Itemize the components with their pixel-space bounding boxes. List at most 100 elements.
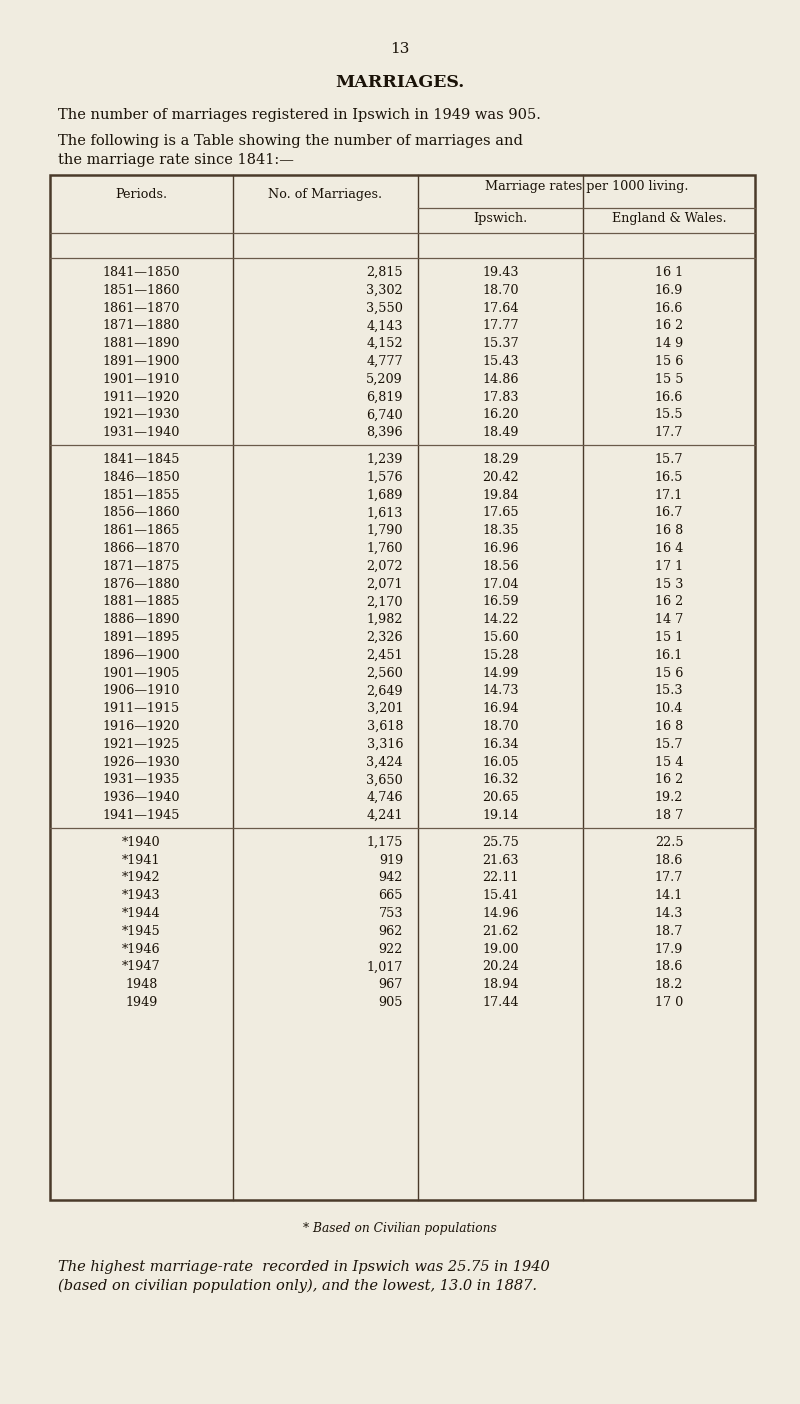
Text: Periods.: Periods.	[115, 188, 167, 201]
Text: 16 2: 16 2	[655, 774, 683, 786]
Text: The following is a Table showing the number of marriages and: The following is a Table showing the num…	[58, 133, 523, 147]
Text: 1,239: 1,239	[366, 453, 403, 466]
Text: 15.3: 15.3	[654, 684, 683, 698]
Text: 16.9: 16.9	[655, 284, 683, 296]
Text: 18.7: 18.7	[655, 925, 683, 938]
Text: 1856—1860: 1856—1860	[102, 507, 180, 519]
Text: *1942: *1942	[122, 872, 161, 885]
Text: 19.00: 19.00	[482, 942, 518, 956]
Text: 5,209: 5,209	[366, 373, 403, 386]
Text: 3,650: 3,650	[366, 774, 403, 786]
Text: 18.49: 18.49	[482, 427, 518, 439]
Text: 967: 967	[378, 979, 403, 991]
Text: 15 6: 15 6	[655, 667, 683, 680]
Text: 17.04: 17.04	[482, 577, 518, 591]
Text: 942: 942	[378, 872, 403, 885]
Text: 1891—1900: 1891—1900	[103, 355, 180, 368]
Text: 16 2: 16 2	[655, 319, 683, 333]
Text: 1,017: 1,017	[366, 960, 403, 973]
Text: 17.83: 17.83	[482, 390, 518, 403]
Text: 8,396: 8,396	[366, 427, 403, 439]
Bar	[50, 176, 755, 1200]
Text: 16.7: 16.7	[655, 507, 683, 519]
Text: 20.24: 20.24	[482, 960, 519, 973]
Text: 17.64: 17.64	[482, 302, 518, 314]
Text: 18.35: 18.35	[482, 524, 519, 538]
Text: 14 7: 14 7	[655, 614, 683, 626]
Text: 20.65: 20.65	[482, 792, 519, 804]
Text: 2,560: 2,560	[366, 667, 403, 680]
Text: 22.11: 22.11	[482, 872, 518, 885]
Text: 3,550: 3,550	[366, 302, 403, 314]
Text: 18.6: 18.6	[655, 960, 683, 973]
Text: the marriage rate since 1841:—: the marriage rate since 1841:—	[58, 153, 294, 167]
Text: Ipswich.: Ipswich.	[474, 212, 528, 225]
Text: MARRIAGES.: MARRIAGES.	[335, 74, 465, 91]
Text: *1944: *1944	[122, 907, 161, 920]
Text: 3,424: 3,424	[366, 755, 403, 768]
Text: 16.96: 16.96	[482, 542, 518, 555]
Text: 2,815: 2,815	[366, 265, 403, 279]
Text: 18 7: 18 7	[655, 809, 683, 821]
Text: 1948: 1948	[126, 979, 158, 991]
Text: 2,170: 2,170	[366, 595, 403, 608]
Text: 4,241: 4,241	[366, 809, 403, 821]
Text: 1936—1940: 1936—1940	[102, 792, 180, 804]
Text: 1896—1900: 1896—1900	[102, 649, 180, 661]
Text: 16.5: 16.5	[654, 470, 683, 484]
Text: 15.41: 15.41	[482, 889, 518, 903]
Text: *1941: *1941	[122, 854, 161, 866]
Text: 1906—1910: 1906—1910	[103, 684, 180, 698]
Text: 16.34: 16.34	[482, 737, 518, 751]
Text: 1866—1870: 1866—1870	[102, 542, 180, 555]
Text: 17.7: 17.7	[655, 427, 683, 439]
Text: *1940: *1940	[122, 835, 161, 849]
Text: 15 1: 15 1	[655, 630, 683, 644]
Text: 14.96: 14.96	[482, 907, 518, 920]
Text: 18.70: 18.70	[482, 284, 518, 296]
Text: 18.6: 18.6	[655, 854, 683, 866]
Text: 2,326: 2,326	[366, 630, 403, 644]
Text: 16 4: 16 4	[655, 542, 683, 555]
Text: 1,689: 1,689	[366, 489, 403, 501]
Text: 1921—1925: 1921—1925	[102, 737, 180, 751]
Text: 905: 905	[378, 995, 403, 1009]
Text: 1876—1880: 1876—1880	[102, 577, 180, 591]
Text: 3,316: 3,316	[366, 737, 403, 751]
Text: 753: 753	[378, 907, 403, 920]
Text: 14.3: 14.3	[655, 907, 683, 920]
Text: 1841—1845: 1841—1845	[102, 453, 180, 466]
Text: 1861—1870: 1861—1870	[103, 302, 180, 314]
Text: 1861—1865: 1861—1865	[102, 524, 180, 538]
Text: 1,790: 1,790	[366, 524, 403, 538]
Text: 15.28: 15.28	[482, 649, 519, 661]
Text: The highest marriage-rate  recorded in Ipswich was 25.75 in 1940: The highest marriage-rate recorded in Ip…	[58, 1259, 550, 1273]
Text: 2,649: 2,649	[366, 684, 403, 698]
Text: England & Wales.: England & Wales.	[612, 212, 726, 225]
Text: *1945: *1945	[122, 925, 161, 938]
Text: *1946: *1946	[122, 942, 161, 956]
Text: 20.42: 20.42	[482, 470, 519, 484]
Text: 15 4: 15 4	[655, 755, 683, 768]
Text: 15 6: 15 6	[655, 355, 683, 368]
Text: 14.86: 14.86	[482, 373, 518, 386]
Text: 17.9: 17.9	[655, 942, 683, 956]
Text: 4,143: 4,143	[366, 319, 403, 333]
Text: 1911—1920: 1911—1920	[103, 390, 180, 403]
Text: 962: 962	[378, 925, 403, 938]
Text: 1881—1890: 1881—1890	[103, 337, 180, 350]
Text: 1846—1850: 1846—1850	[102, 470, 180, 484]
Text: 1,576: 1,576	[366, 470, 403, 484]
Text: 1871—1875: 1871—1875	[102, 560, 180, 573]
Text: 1891—1895: 1891—1895	[102, 630, 180, 644]
Text: 1949: 1949	[126, 995, 158, 1009]
Text: 17.44: 17.44	[482, 995, 518, 1009]
Text: 665: 665	[378, 889, 403, 903]
Text: 919: 919	[378, 854, 403, 866]
Text: 15.43: 15.43	[482, 355, 519, 368]
Text: 15 5: 15 5	[654, 373, 683, 386]
Text: 1,760: 1,760	[366, 542, 403, 555]
Text: 1,982: 1,982	[366, 614, 403, 626]
Text: 1,175: 1,175	[366, 835, 403, 849]
Text: 1871—1880: 1871—1880	[103, 319, 180, 333]
